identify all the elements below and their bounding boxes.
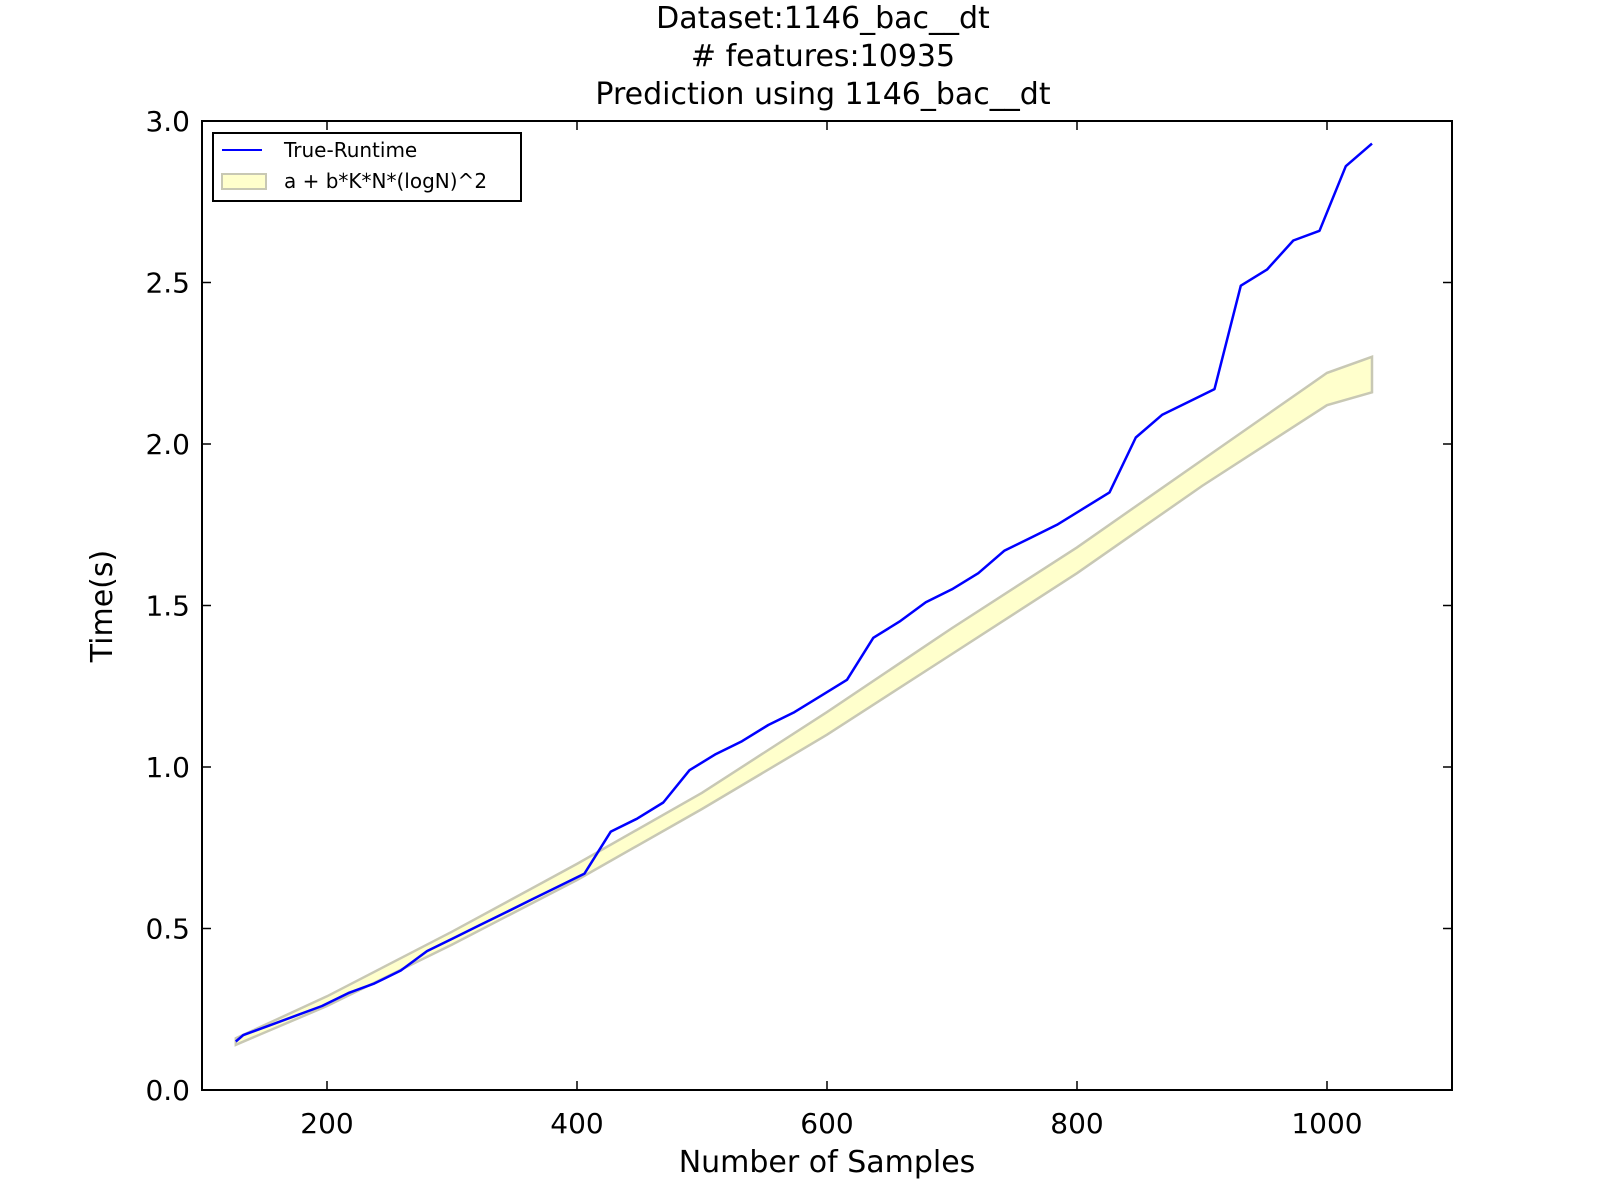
- chart-title-line-3: Prediction using 1146_bac__dt: [595, 77, 1050, 112]
- y-tick-label: 1.0: [145, 751, 190, 784]
- x-tick-label: 600: [800, 1107, 853, 1140]
- y-axis: 0.0 0.5 1.0 1.5 2.0 2.5 3.0: [145, 105, 1452, 1107]
- legend-band-label: a + b*K*N*(logN)^2: [284, 169, 487, 193]
- legend-band-swatch: [221, 173, 267, 190]
- prediction-band: [234, 355, 1374, 1047]
- x-tick-label: 400: [550, 1107, 603, 1140]
- chart-title: Dataset:1146_bac__dt # features:10935 Pr…: [595, 1, 1050, 112]
- chart-title-line-1: Dataset:1146_bac__dt: [656, 1, 990, 36]
- y-tick-label: 2.5: [145, 267, 190, 300]
- y-tick-label: 0.5: [145, 913, 190, 946]
- line-layer: [234, 142, 1373, 1043]
- y-tick-label: 0.0: [145, 1074, 190, 1107]
- legend: True-Runtime a + b*K*N*(logN)^2: [212, 132, 522, 202]
- plot-area: 200 400 600 800 1000 0.0 0.5 1.0 1.5 2.0 2.5 3.0: [145, 105, 1453, 1140]
- x-tick-label: 200: [300, 1107, 353, 1140]
- x-axis: 200 400 600 800 1000: [300, 121, 1363, 1140]
- x-tick-label: 1000: [1291, 1107, 1362, 1140]
- legend-true-runtime-label: True-Runtime: [283, 138, 417, 162]
- true-runtime-line: [234, 142, 1373, 1043]
- y-axis-label: Time(s): [85, 550, 120, 663]
- y-tick-label: 3.0: [145, 105, 190, 138]
- plot-frame: [201, 120, 1453, 1091]
- y-tick-label: 1.5: [145, 590, 190, 623]
- x-axis-label: Number of Samples: [679, 1145, 976, 1180]
- band-layer: [234, 355, 1374, 1047]
- y-tick-label: 2.0: [145, 428, 190, 461]
- chart-title-line-2: # features:10935: [691, 39, 955, 74]
- x-tick-label: 800: [1050, 1107, 1103, 1140]
